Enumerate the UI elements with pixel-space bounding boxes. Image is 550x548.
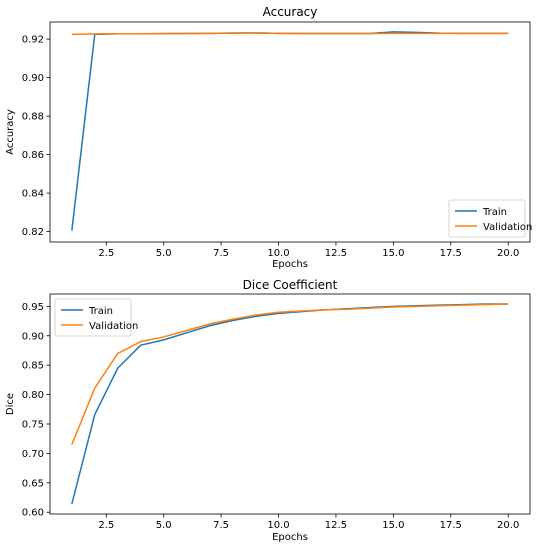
- x-axis: 2.5 5.0 7.5 10.0 12.5 15.0 17.5 20.0: [98, 514, 519, 531]
- y-axis-label: Dice: [5, 393, 16, 415]
- y-tick-label: 0.80: [22, 390, 44, 401]
- y-tick-label: 0.82: [22, 227, 44, 238]
- x-tick-label: 5.0: [156, 248, 172, 259]
- legend-label-validation: Validation: [89, 321, 138, 332]
- y-axis-label: Accuracy: [5, 109, 16, 155]
- series-line-train: [71, 303, 509, 505]
- accuracy-chart: Accuracy 2.5 5.0 7.5 10.0 12.5 15.0 17.5 20.0 0…: [5, 5, 532, 270]
- chart-title: Dice Coefficient: [243, 278, 338, 292]
- x-tick-label: 12.5: [325, 248, 347, 259]
- y-tick-label: 0.90: [22, 331, 44, 342]
- chart-title: Accuracy: [263, 5, 318, 19]
- y-tick-label: 0.86: [22, 150, 44, 161]
- x-tick-label: 20.0: [497, 248, 519, 259]
- legend-label-train: Train: [88, 306, 113, 317]
- y-axis: 0.82 0.84 0.86 0.88 0.90 0.92: [22, 35, 50, 238]
- y-tick-label: 0.70: [22, 449, 44, 460]
- x-tick-label: 10.0: [267, 520, 289, 531]
- x-tick-label: 15.0: [382, 520, 404, 531]
- legend: Train Validation: [448, 199, 532, 238]
- legend-box: [448, 199, 526, 238]
- y-tick-label: 0.90: [22, 73, 44, 84]
- y-tick-label: 0.75: [22, 420, 44, 431]
- x-axis: 2.5 5.0 7.5 10.0 12.5 15.0 17.5 20.0: [98, 242, 519, 259]
- x-tick-label: 2.5: [98, 248, 114, 259]
- y-tick-label: 0.95: [22, 302, 44, 313]
- x-tick-label: 7.5: [213, 248, 229, 259]
- series-line-validation: [71, 303, 509, 445]
- plot-frame: [49, 21, 531, 243]
- series-group: [71, 31, 509, 231]
- x-tick-label: 12.5: [325, 520, 347, 531]
- dice-chart: Dice Coefficient 2.5 5.0 7.5 10.0 12.5 15.0 17…: [5, 278, 531, 543]
- series-group: [71, 303, 509, 505]
- legend-label-validation: Validation: [483, 222, 532, 233]
- x-tick-label: 17.5: [440, 248, 462, 259]
- x-axis-label: Epochs: [272, 259, 308, 270]
- x-tick-label: 5.0: [156, 520, 172, 531]
- y-tick-label: 0.92: [22, 35, 44, 46]
- plot-frame: [49, 293, 531, 515]
- x-tick-label: 20.0: [497, 520, 519, 531]
- x-tick-label: 10.0: [267, 248, 289, 259]
- x-tick-label: 2.5: [98, 520, 114, 531]
- y-tick-label: 0.84: [22, 189, 44, 200]
- y-tick-label: 0.60: [22, 508, 44, 519]
- series-line-validation: [71, 32, 509, 36]
- x-tick-label: 17.5: [440, 520, 462, 531]
- y-axis: 0.60 0.65 0.70 0.75 0.80 0.85 0.90 0.95: [22, 302, 50, 519]
- y-tick-label: 0.65: [22, 478, 44, 489]
- x-tick-label: 15.0: [382, 248, 404, 259]
- x-tick-label: 7.5: [213, 520, 229, 531]
- x-axis-label: Epochs: [272, 532, 308, 543]
- y-tick-label: 0.85: [22, 361, 44, 372]
- legend-label-train: Train: [482, 207, 507, 218]
- legend: Train Validation: [54, 298, 138, 337]
- legend-box: [54, 298, 132, 337]
- series-line-train: [71, 31, 509, 231]
- y-tick-label: 0.88: [22, 112, 44, 123]
